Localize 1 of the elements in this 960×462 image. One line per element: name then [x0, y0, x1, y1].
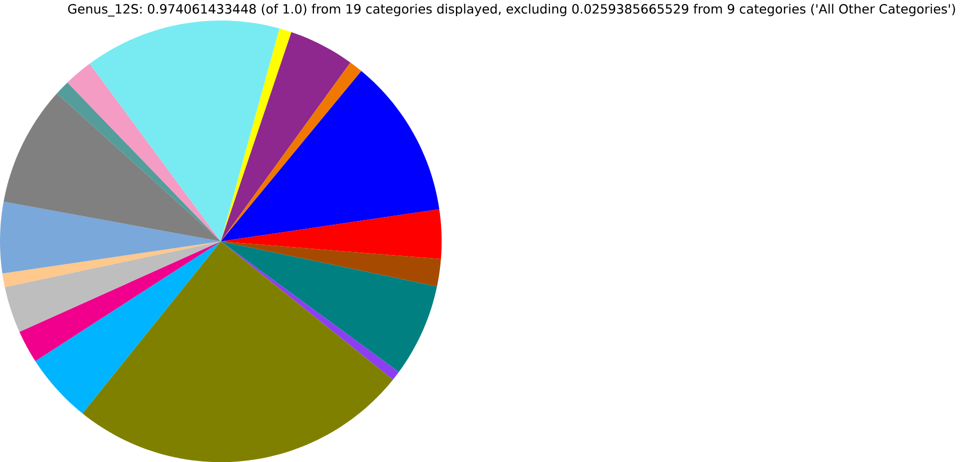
text: Genus_12S: 0.974061433448 (of 1.0) from 19 categories displayed, excluding 0.0259385665529 from 9 categories ('All Other Categories') [68, 4, 955, 16]
